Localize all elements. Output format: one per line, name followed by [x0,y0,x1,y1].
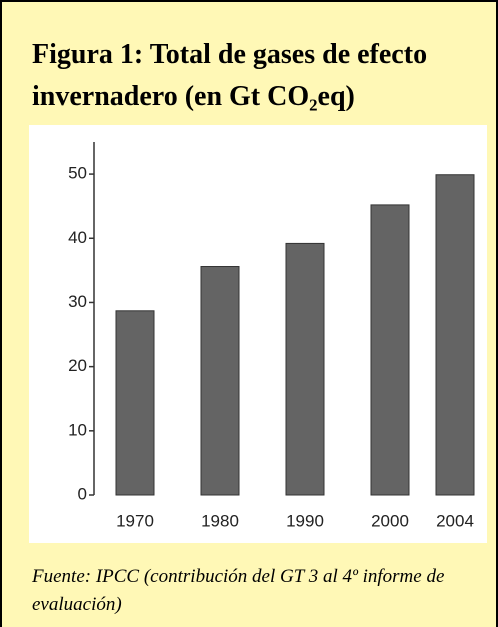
y-tick-label: 20 [68,356,87,375]
y-tick-label: 30 [68,292,87,311]
source-note: Fuente: IPCC (contribución del GT 3 al 4… [32,566,445,615]
x-tick-label: 2000 [371,511,409,530]
bar [115,310,155,496]
y-tick-label: 50 [68,164,87,183]
chart: 0 10 20 30 40 50 1970 1980 1990 2000 2004 [29,125,487,543]
y-tick-label: 40 [68,228,87,247]
bar [200,266,240,496]
y-tick-label: 10 [68,420,87,439]
bar [285,242,325,496]
y-tick-label: 0 [78,484,87,503]
x-tick-label: 1970 [116,511,154,530]
x-tick-label: 2004 [436,511,474,530]
bar [435,174,475,496]
x-tick-label: 1990 [286,511,324,530]
x-tick-label: 1980 [201,511,239,530]
bar [370,204,410,496]
chart-title: Figura 1: Total de gases de efecto inver… [32,39,428,112]
